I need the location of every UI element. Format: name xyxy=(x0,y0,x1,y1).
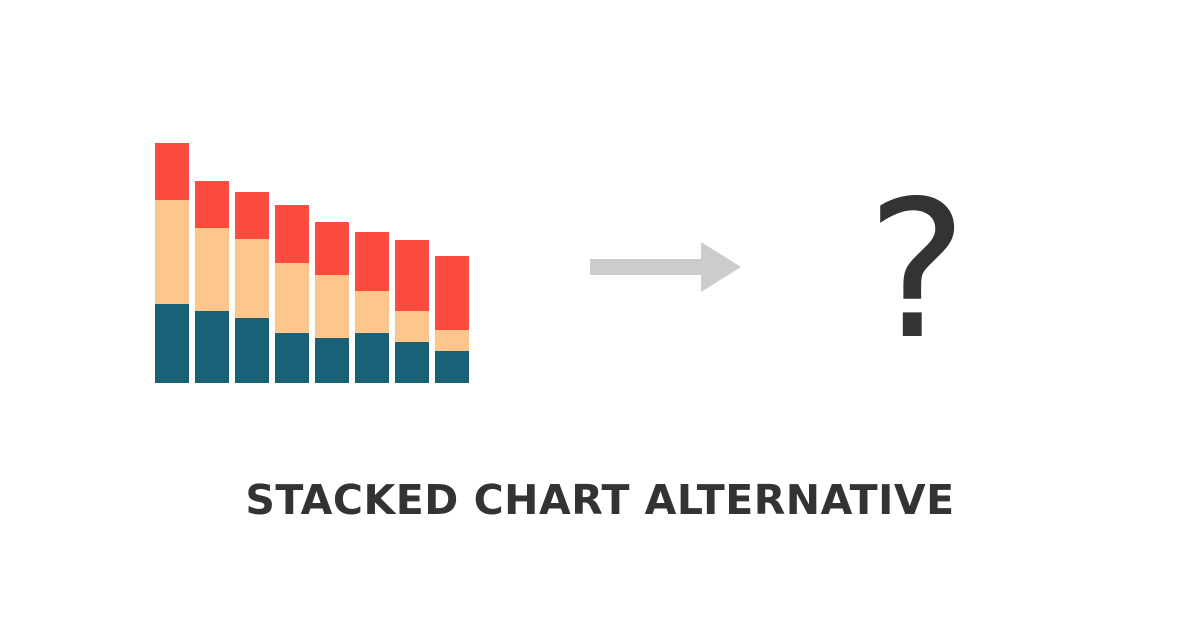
bar-7-middle-segment xyxy=(395,311,429,342)
question-mark-icon: ? xyxy=(867,160,968,381)
bar-7-bottom-segment xyxy=(395,342,429,383)
bar-3-bottom-segment xyxy=(235,318,269,383)
bar-8-middle-segment xyxy=(435,330,469,351)
bar-7-top-segment xyxy=(395,240,429,311)
right-arrow-icon xyxy=(590,242,741,292)
bar-4-middle-segment xyxy=(275,263,309,333)
page-title: STACKED CHART ALTERNATIVE xyxy=(245,476,955,524)
bar-4-bottom-segment xyxy=(275,333,309,383)
bar-8-top-segment xyxy=(435,256,469,330)
arrow-head xyxy=(701,242,741,292)
bar-8-bottom-segment xyxy=(435,351,469,383)
bar-1-top-segment xyxy=(155,143,189,200)
bar-5-middle-segment xyxy=(315,275,349,338)
bar-6-bottom-segment xyxy=(355,333,389,383)
bar-4-top-segment xyxy=(275,205,309,263)
bar-5-top-segment xyxy=(315,222,349,275)
stacked-bar-chart xyxy=(155,143,469,383)
bar-1-bottom-segment xyxy=(155,304,189,383)
bar-6-middle-segment xyxy=(355,291,389,333)
bar-3-middle-segment xyxy=(235,239,269,318)
bar-2-middle-segment xyxy=(195,228,229,311)
arrow-shaft xyxy=(590,259,702,275)
bar-6-top-segment xyxy=(355,232,389,291)
bar-5-bottom-segment xyxy=(315,338,349,383)
bar-2-bottom-segment xyxy=(195,311,229,383)
bar-2-top-segment xyxy=(195,181,229,228)
bar-3-top-segment xyxy=(235,192,269,239)
bar-1-middle-segment xyxy=(155,200,189,304)
